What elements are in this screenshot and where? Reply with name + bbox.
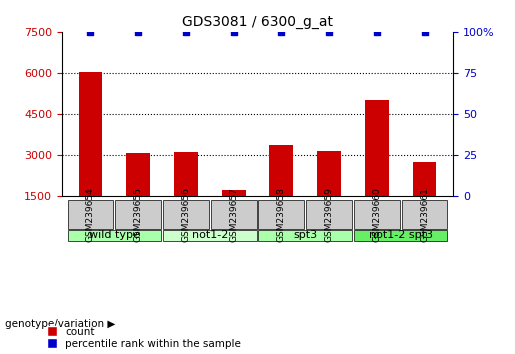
Point: [182, 29, 190, 35]
Text: GSM239661: GSM239661: [420, 187, 429, 242]
Bar: [317, 151, 341, 238]
Bar: [269, 145, 294, 238]
Bar: [67, 230, 161, 241]
Bar: [221, 189, 246, 238]
Point: [420, 29, 428, 35]
Text: wild type: wild type: [89, 230, 140, 240]
Point: [230, 29, 238, 35]
Point: [87, 29, 95, 35]
Point: [134, 29, 142, 35]
Bar: [163, 200, 209, 229]
Text: GSM239659: GSM239659: [324, 187, 334, 242]
Bar: [67, 200, 113, 229]
Text: spt3: spt3: [293, 230, 317, 240]
Text: GSM239654: GSM239654: [86, 187, 95, 242]
Bar: [306, 200, 352, 229]
Text: GSM239657: GSM239657: [229, 187, 238, 242]
Bar: [174, 152, 198, 238]
Text: GSM239655: GSM239655: [134, 187, 143, 242]
Bar: [259, 230, 352, 241]
Title: GDS3081 / 6300_g_at: GDS3081 / 6300_g_at: [182, 16, 333, 29]
Point: [325, 29, 333, 35]
Bar: [365, 101, 389, 238]
Text: not1-2 spt3: not1-2 spt3: [369, 230, 433, 240]
Legend: count, percentile rank within the sample: count, percentile rank within the sample: [46, 327, 241, 349]
Bar: [115, 200, 161, 229]
Bar: [354, 230, 448, 241]
Text: GSM239660: GSM239660: [372, 187, 381, 242]
Bar: [78, 72, 102, 238]
Bar: [413, 162, 437, 238]
Bar: [259, 200, 304, 229]
Point: [373, 29, 381, 35]
Text: genotype/variation ▶: genotype/variation ▶: [5, 319, 115, 329]
Bar: [211, 200, 256, 229]
Bar: [354, 200, 400, 229]
Text: GSM239658: GSM239658: [277, 187, 286, 242]
Text: GSM239656: GSM239656: [181, 187, 191, 242]
Bar: [402, 200, 448, 229]
Text: not1-2: not1-2: [192, 230, 228, 240]
Bar: [126, 153, 150, 238]
Bar: [163, 230, 256, 241]
Point: [277, 29, 285, 35]
